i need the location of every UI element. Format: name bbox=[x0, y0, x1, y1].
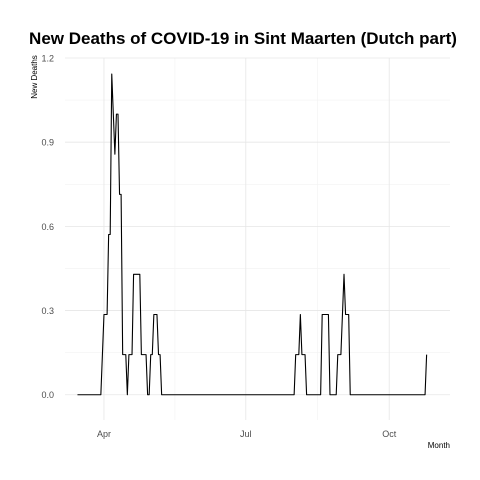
x-tick-label: Apr bbox=[97, 429, 111, 439]
series-line bbox=[77, 73, 428, 396]
y-axis-label: New Deaths bbox=[30, 55, 39, 99]
x-tick-label: Oct bbox=[382, 429, 397, 439]
chart-title: New Deaths of COVID-19 in Sint Maarten (… bbox=[29, 29, 457, 48]
x-tick-label: Jul bbox=[240, 429, 252, 439]
tick-labels: 0.0 0.3 0.6 0.9 1.2 Apr Jul Oct bbox=[41, 54, 396, 440]
y-tick-label: 0.3 bbox=[41, 306, 54, 316]
series-layer bbox=[77, 73, 428, 396]
x-axis-label: Month bbox=[428, 441, 450, 450]
y-tick-label: 0.9 bbox=[41, 138, 54, 148]
y-tick-label: 0.6 bbox=[41, 222, 54, 232]
y-tick-label: 0.0 bbox=[41, 390, 54, 400]
grid bbox=[65, 57, 450, 420]
y-tick-label: 1.2 bbox=[41, 54, 54, 64]
